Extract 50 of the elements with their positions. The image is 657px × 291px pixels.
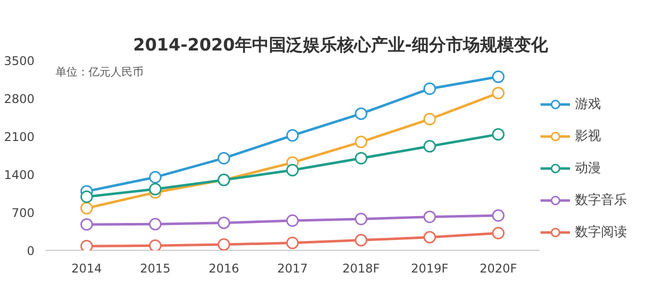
point — [80, 202, 93, 214]
point — [423, 140, 436, 153]
point — [354, 212, 368, 226]
y-tick-label: 0 — [26, 244, 35, 258]
x-tick-label: 2020F — [480, 262, 518, 276]
point — [492, 209, 505, 222]
point — [354, 136, 368, 148]
point — [149, 239, 162, 250]
x-tick-label: 2014 — [71, 262, 102, 276]
legend-label: 游戏 — [575, 96, 602, 113]
point — [492, 70, 505, 84]
point — [423, 82, 436, 95]
point — [218, 152, 230, 164]
x-tick-label: 2019F — [410, 262, 449, 276]
point — [149, 182, 162, 196]
point — [354, 107, 368, 120]
chart-title: 2014-2020年中国泛娱乐核心产业-细分市场规模变化 — [133, 36, 549, 56]
point — [218, 216, 230, 230]
point — [423, 112, 436, 126]
point — [218, 238, 230, 250]
legend-label: 动漫 — [575, 160, 602, 177]
y-tick-label: 3500 — [4, 54, 35, 68]
point — [423, 230, 436, 244]
point — [149, 218, 162, 230]
annotation: 单位：亿元人民币 — [56, 66, 144, 78]
x-tick-label: 2017 — [277, 262, 308, 276]
y-tick-label: 1400 — [4, 168, 35, 182]
y-tick-label: 2100 — [4, 130, 35, 144]
point — [80, 190, 93, 203]
point — [354, 152, 368, 164]
y-tick-label: 2800 — [4, 92, 35, 106]
point — [492, 226, 505, 240]
point — [80, 240, 93, 250]
point — [492, 86, 505, 100]
point — [286, 236, 299, 250]
x-tick-label: 2016 — [208, 262, 240, 276]
point — [149, 170, 162, 184]
legend-label: 影视 — [575, 128, 602, 145]
legend-label: 数字阅读 — [575, 224, 628, 241]
point — [354, 234, 368, 246]
point — [492, 128, 505, 141]
x-tick-label: 2015 — [140, 262, 171, 276]
point — [423, 210, 436, 224]
y-tick-label: 700 — [12, 206, 34, 220]
x-tick-label: 2018F — [342, 262, 380, 276]
legend-label: 数字音乐 — [575, 192, 628, 209]
point — [286, 129, 299, 142]
point — [80, 218, 93, 231]
point — [286, 214, 299, 227]
point — [286, 164, 299, 176]
